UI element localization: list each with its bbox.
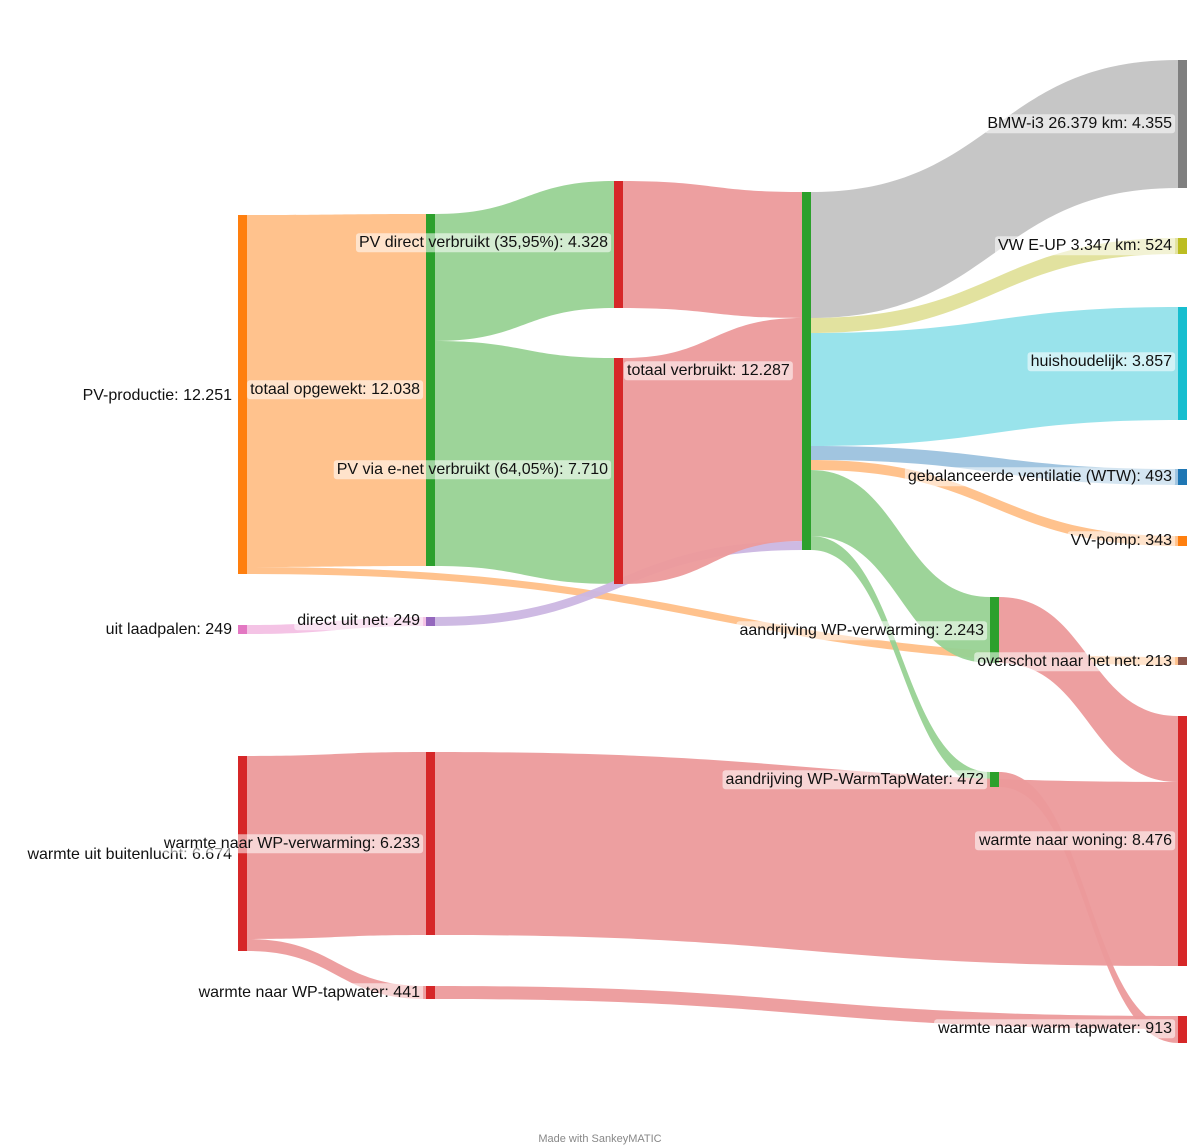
node-label-background [995,236,1176,256]
node-opgewekt [426,214,435,566]
node-label-wtw: gebalanceerde ventilatie (WTW): 493 [904,467,1176,487]
flow-pvnet-to-totverbr [623,318,802,584]
footer-credit: Made with SankeyMATIC [538,1133,661,1145]
node-netdirect [426,617,435,626]
node-label-woning: warmte naar woning: 8.476 [975,831,1176,851]
flow-pv-to-overschot [247,567,1178,665]
node-overschot [1178,657,1187,665]
node-label-text: VW E-UP 3.347 km: 524 [998,237,1172,254]
node-label-background [984,114,1176,134]
node-wtw [1178,469,1187,485]
node-label-background [194,983,424,1003]
labels-layer: PV-productie: 12.251 uit laadpalen: 249 wa… [26,114,1176,1039]
node-label-text: overschot naar het net: 213 [977,653,1172,670]
node-label-pvdirect: PV direct verbruikt (35,95%): 4.328 [355,233,612,253]
node-label-pvnet: PV via e-net verbruikt (64,05%): 7.710 [333,460,612,480]
node-aandrverw [990,597,999,663]
node-label-background [355,233,612,253]
node-label-wptap: warmte naar WP-tapwater: 441 [194,983,424,1003]
node-label-background [736,621,988,641]
node-label-pv: PV-productie: 12.251 [83,387,233,404]
node-label-background [975,831,1176,851]
node-label-netdirect: direct uit net: 249 [294,611,424,631]
flow-wpverw-to-woning [435,752,1178,966]
node-label-text: PV-productie: 12.251 [83,387,233,404]
node-label-background [1067,531,1176,551]
node-label-background [934,1019,1176,1039]
node-label-background [294,611,424,631]
node-label-vw: VW E-UP 3.347 km: 524 [995,236,1176,256]
node-label-overschot: overschot naar het net: 213 [974,652,1176,672]
node-label-bmw: BMW-i3 26.379 km: 4.355 [984,114,1176,134]
flow-totverbr-to-vvpomp [811,460,1178,546]
node-label-text: VV-pomp: 343 [1071,532,1173,549]
node-label-text: uit laadpalen: 249 [106,621,232,638]
node-woning [1178,716,1187,966]
node-label-background [247,380,424,400]
node-label-text: huishoudelijk: 3.857 [1031,353,1173,370]
node-totverbr [802,192,811,550]
node-buiten [238,756,247,951]
node-label-text: warmte naar WP-tapwater: 441 [198,984,421,1001]
node-label-tapwater: warmte naar warm tapwater: 913 [934,1019,1176,1039]
flow-wptap-to-tapwater [435,986,1178,1029]
node-label-background [904,467,1176,487]
node-label-text: PV via e-net verbruikt (64,05%): 7.710 [337,461,608,478]
node-vw [1178,238,1187,254]
node-label-laad: uit laadpalen: 249 [106,621,232,638]
node-label-text: PV direct verbruikt (35,95%): 4.328 [359,234,608,251]
node-label-huis: huishoudelijk: 3.857 [1027,352,1176,372]
node-label-text: direct uit net: 249 [297,612,420,629]
node-label-aandrverw: aandrijving WP-verwarming: 2.243 [736,621,988,641]
node-label-background [624,361,793,381]
node-wptap [426,986,435,999]
node-label-text: BMW-i3 26.379 km: 4.355 [987,115,1172,132]
node-label-text: totaal opgewekt: 12.038 [250,381,420,398]
node-wpverw [426,752,435,935]
node-label-vvpomp: VV-pomp: 343 [1067,531,1176,551]
flow-aandrtap-to-tapwater [999,772,1178,1043]
flow-totverbr-to-aandrtap [811,536,990,787]
node-pv [238,215,247,574]
flow-aandrverw-to-woning [999,597,1178,782]
node-pvnet [614,358,623,584]
node-label-background [722,770,988,790]
node-label-text: aandrijving WP-verwarming: 2.243 [739,622,984,639]
node-label-text: gebalanceerde ventilatie (WTW): 493 [908,468,1172,485]
flow-pvdirect-to-totverbr [623,181,802,318]
node-label-opgewekt: totaal opgewekt: 12.038 [247,380,424,400]
flow-opgewekt-to-pvdirect [435,181,614,341]
node-label-background [333,460,612,480]
flow-totverbr-to-aandrverw [811,470,990,663]
node-bmw [1178,60,1187,188]
node-label-background [1027,352,1176,372]
node-laad [238,625,247,634]
node-label-wpverw: warmte naar WP-verwarming: 6.233 [159,834,424,854]
node-label-aandrtap: aandrijving WP-WarmTapWater: 472 [722,770,988,790]
node-label-text: warmte naar WP-verwarming: 6.233 [163,835,420,852]
flow-totverbr-to-vw [811,238,1178,333]
flows-layer [247,60,1178,1043]
node-label-text: totaal verbruikt: 12.287 [627,362,790,379]
node-label-text: warmte naar warm tapwater: 913 [937,1020,1172,1037]
flow-totverbr-to-huis [811,307,1178,446]
node-label-text: warmte naar woning: 8.476 [978,832,1172,849]
node-label-totverbr: totaal verbruikt: 12.287 [624,361,793,381]
node-huis [1178,307,1187,420]
node-label-text: aandrijving WP-WarmTapWater: 472 [726,771,985,788]
node-aandrtap [990,772,999,787]
node-pvdirect [614,181,623,308]
node-label-background [974,652,1176,672]
node-tapwater [1178,1016,1187,1043]
node-vvpomp [1178,536,1187,546]
nodes-layer [238,60,1187,1043]
node-label-background [159,834,424,854]
